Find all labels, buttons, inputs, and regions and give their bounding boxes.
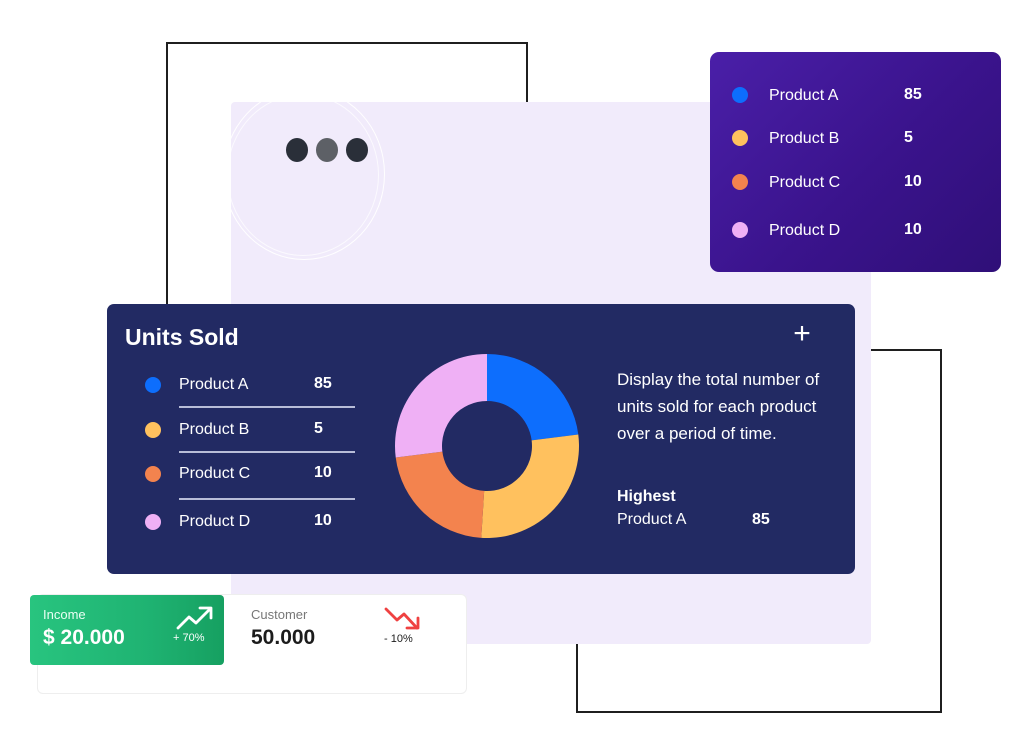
divider xyxy=(179,406,355,408)
product-label: Product D xyxy=(179,513,251,530)
income-card: Income $ 20.000 + 70% xyxy=(30,595,224,665)
decorative-ring xyxy=(231,102,385,260)
divider xyxy=(179,451,355,453)
legend-value: 10 xyxy=(904,173,922,190)
product-a-dot xyxy=(145,377,161,393)
donut-slice-product-c xyxy=(395,451,485,538)
divider xyxy=(179,498,355,500)
product-c-dot xyxy=(145,466,161,482)
legend-label: Product B xyxy=(769,130,840,147)
product-b-dot xyxy=(145,422,161,438)
decorative-ring xyxy=(231,102,379,256)
product-row: Product C 10 xyxy=(145,461,355,487)
card-title: Units Sold xyxy=(125,324,239,350)
product-row: Product B 5 xyxy=(145,417,355,443)
income-change: + 70% xyxy=(173,632,205,644)
legend-row: Product D 10 xyxy=(732,218,922,242)
legend-value: 5 xyxy=(904,129,913,146)
window-dot xyxy=(286,138,308,162)
income-value: $ 20.000 xyxy=(43,626,125,649)
product-a-dot xyxy=(732,87,748,103)
window-dot xyxy=(346,138,368,162)
product-row: Product A 85 xyxy=(145,372,355,398)
legend-row: Product B 5 xyxy=(732,126,913,150)
legend-value: 10 xyxy=(904,221,922,238)
legend-row: Product C 10 xyxy=(732,170,922,194)
product-value: 5 xyxy=(314,420,323,437)
product-label: Product B xyxy=(179,421,250,438)
product-label: Product C xyxy=(179,465,251,482)
product-value: 10 xyxy=(314,464,332,481)
highest-product: Product A xyxy=(617,511,687,528)
decorative-frame-right-top xyxy=(855,349,940,351)
customer-value: 50.000 xyxy=(251,626,316,649)
add-icon[interactable]: + xyxy=(793,317,811,350)
window-dot xyxy=(316,138,338,162)
customer-label: Customer xyxy=(251,607,308,622)
product-b-dot xyxy=(732,130,748,146)
product-legend-card: Product A 85 Product B 5 Product C 10 Pr… xyxy=(710,52,1001,272)
highest-label: Highest xyxy=(617,488,676,505)
legend-row: Product A 85 xyxy=(732,83,922,107)
window-controls xyxy=(286,138,368,162)
donut-slice-product-b xyxy=(481,434,579,538)
trend-down-icon xyxy=(384,607,420,630)
product-value: 85 xyxy=(314,375,332,392)
product-label: Product A xyxy=(179,376,249,393)
customer-change: - 10% xyxy=(384,633,413,645)
product-row: Product D 10 xyxy=(145,509,355,535)
chart-description: Display the total number of units sold f… xyxy=(617,370,820,443)
units-sold-card: Units Sold + Product A 85 Product B 5 Pr… xyxy=(107,304,855,574)
income-label: Income xyxy=(43,607,86,622)
legend-value: 85 xyxy=(904,86,922,103)
legend-label: Product A xyxy=(769,87,839,104)
donut-slice-product-a xyxy=(487,354,579,441)
product-c-dot xyxy=(732,174,748,190)
legend-label: Product C xyxy=(769,174,841,191)
donut-slice-product-d xyxy=(395,354,487,458)
highest-value: 85 xyxy=(752,511,770,528)
trend-up-icon xyxy=(176,606,213,630)
legend-label: Product D xyxy=(769,222,841,239)
product-value: 10 xyxy=(314,512,332,529)
product-d-dot xyxy=(732,222,748,238)
product-d-dot xyxy=(145,514,161,530)
units-donut-chart xyxy=(395,354,579,538)
